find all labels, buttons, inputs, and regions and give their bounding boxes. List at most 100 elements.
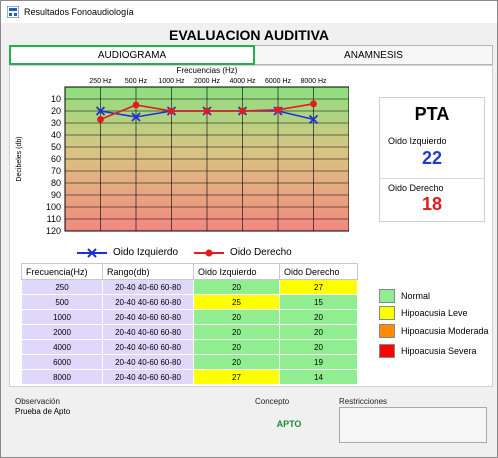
cell-oido-izquierdo: 20 bbox=[193, 339, 280, 355]
cell-rango: 20-40 40-60 60-80 bbox=[102, 279, 194, 295]
title-bar: Resultados Fonoaudiología bbox=[1, 1, 497, 23]
table-row[interactable]: 6000 20-40 40-60 60-80 20 19 bbox=[21, 354, 358, 370]
severity-label: Hipoacusia Moderada bbox=[401, 326, 489, 336]
page-title: EVALUACION AUDITIVA bbox=[169, 27, 329, 43]
y-tick-label: 10 bbox=[51, 94, 61, 104]
concepto-label: Concepto bbox=[255, 397, 290, 406]
cell-frecuencia: 4000 bbox=[21, 339, 103, 355]
data-point-left bbox=[131, 112, 141, 122]
cell-oido-izquierdo: 20 bbox=[193, 354, 280, 370]
pta-left-label: Oido Izquierdo bbox=[388, 136, 447, 146]
data-point-left bbox=[308, 114, 319, 125]
data-point-right bbox=[274, 106, 282, 114]
pta-right-label: Oido Derecho bbox=[388, 183, 444, 193]
legend-left-marker-icon bbox=[77, 247, 107, 258]
y-tick-label: 40 bbox=[51, 130, 61, 140]
severity-legend-item: Hipoacusia Severa bbox=[379, 344, 477, 358]
severity-legend-item: Hipoacusia Leve bbox=[379, 306, 468, 320]
table-row[interactable]: 250 20-40 40-60 60-80 20 27 bbox=[21, 279, 358, 295]
severity-legend-item: Hipoacusia Moderada bbox=[379, 324, 489, 338]
cell-frecuencia: 6000 bbox=[21, 354, 103, 370]
pta-left-value: 22 bbox=[421, 148, 443, 168]
concepto-value: APTO bbox=[276, 419, 302, 429]
x-tick-label: 2000 Hz bbox=[194, 78, 221, 85]
table-header-row: Frecuencia(Hz) Rango(db) Oido Izquierdo … bbox=[21, 263, 358, 280]
app-icon bbox=[7, 6, 19, 18]
pta-title: PTA bbox=[414, 104, 450, 124]
table-row[interactable]: 8000 20-40 40-60 60-80 27 14 bbox=[21, 369, 358, 385]
pta-right-value: 18 bbox=[421, 194, 443, 214]
cell-frecuencia: 2000 bbox=[21, 324, 103, 340]
x-tick-label: 1000 Hz bbox=[158, 78, 185, 85]
cell-rango: 20-40 40-60 60-80 bbox=[102, 309, 194, 325]
table-row[interactable]: 1000 20-40 40-60 60-80 20 20 bbox=[21, 309, 358, 325]
cell-oido-izquierdo: 20 bbox=[193, 279, 280, 295]
pta-panel: PTA Oido Izquierdo 22 Oido Derecho 18 bbox=[379, 97, 485, 222]
cell-oido-derecho: 15 bbox=[279, 294, 358, 310]
table-row[interactable]: 4000 20-40 40-60 60-80 20 20 bbox=[21, 339, 358, 355]
x-tick-label: 500 Hz bbox=[125, 78, 148, 85]
severity-swatch bbox=[379, 289, 395, 303]
frequency-table: Frecuencia(Hz) Rango(db) Oido Izquierdo … bbox=[21, 263, 358, 385]
data-point-right bbox=[310, 100, 317, 108]
restricciones-label: Restricciones bbox=[339, 397, 388, 406]
x-tick-label: 4000 Hz bbox=[229, 78, 256, 85]
data-point-right bbox=[97, 116, 104, 123]
legend-left-label: Oido Izquierdo bbox=[113, 247, 179, 258]
x-tick-label: 250 Hz bbox=[89, 78, 112, 85]
tab-anamnesis[interactable]: ANAMNESIS bbox=[255, 45, 493, 65]
restricciones-group: Restricciones bbox=[333, 391, 493, 455]
legend-right-marker-icon bbox=[194, 249, 225, 256]
cell-rango: 20-40 40-60 60-80 bbox=[102, 369, 194, 385]
y-tick-label: 120 bbox=[46, 226, 61, 236]
y-tick-label: 100 bbox=[46, 202, 61, 212]
window-title: Resultados Fonoaudiología bbox=[24, 7, 134, 17]
header-frecuencia: Frecuencia(Hz) bbox=[21, 263, 103, 280]
cell-oido-izquierdo: 25 bbox=[193, 294, 280, 310]
observacion-label: Observación bbox=[15, 397, 60, 406]
y-tick-label: 30 bbox=[51, 118, 61, 128]
y-tick-label: 110 bbox=[47, 214, 61, 224]
y-tick-label: 50 bbox=[51, 142, 61, 152]
cell-rango: 20-40 40-60 60-80 bbox=[102, 339, 194, 355]
data-point-right bbox=[239, 107, 246, 115]
y-tick-label: 90 bbox=[51, 190, 61, 200]
observacion-text[interactable]: Prueba de Apto bbox=[15, 407, 71, 416]
observacion-group: Observación Prueba de Apto bbox=[9, 391, 245, 455]
data-point-right bbox=[203, 107, 211, 115]
severity-label: Normal bbox=[401, 291, 431, 301]
severity-legend-item: Normal bbox=[379, 289, 430, 303]
y-tick-label: 70 bbox=[51, 166, 61, 176]
cell-rango: 20-40 40-60 60-80 bbox=[102, 324, 194, 340]
table-row[interactable]: 500 20-40 40-60 60-80 25 15 bbox=[21, 294, 358, 310]
tab-audiograma[interactable]: AUDIOGRAMA bbox=[9, 45, 255, 65]
cell-frecuencia: 250 bbox=[21, 279, 103, 295]
cell-oido-izquierdo: 20 bbox=[193, 309, 280, 325]
y-tick-label: 20 bbox=[51, 106, 61, 116]
audiogram-chart: 10 20 30 40 50 60 70 80 90 100 110 120 250 Hz 500 Hz 1… bbox=[16, 66, 349, 236]
data-point-right bbox=[168, 107, 175, 115]
chart-legend: Oido Izquierdo Oido Derecho bbox=[75, 247, 292, 258]
header-oido-derecho: Oido Derecho bbox=[279, 263, 358, 280]
x-tick-label: 8000 Hz bbox=[300, 78, 327, 85]
cell-oido-derecho: 14 bbox=[279, 369, 358, 385]
cell-frecuencia: 500 bbox=[21, 294, 103, 310]
cell-rango: 20-40 40-60 60-80 bbox=[102, 354, 194, 370]
cell-oido-derecho: 20 bbox=[279, 324, 358, 340]
data-point-right bbox=[132, 101, 140, 109]
y-axis-title: Decibeles (db) bbox=[16, 136, 23, 181]
y-tick-label: 60 bbox=[51, 154, 61, 164]
header-rango: Rango(db) bbox=[102, 263, 194, 280]
concepto-group: Concepto APTO bbox=[249, 391, 329, 455]
cell-oido-derecho: 19 bbox=[279, 354, 358, 370]
restricciones-input[interactable] bbox=[339, 407, 487, 443]
table-row[interactable]: 2000 20-40 40-60 60-80 20 20 bbox=[21, 324, 358, 340]
cell-frecuencia: 8000 bbox=[21, 369, 103, 385]
x-tick-label: 6000 Hz bbox=[265, 78, 292, 85]
y-tick-label: 80 bbox=[51, 178, 61, 188]
severity-swatch bbox=[379, 344, 395, 358]
cell-oido-derecho: 20 bbox=[279, 309, 358, 325]
cell-oido-izquierdo: 27 bbox=[193, 369, 280, 385]
cell-oido-derecho: 20 bbox=[279, 339, 358, 355]
